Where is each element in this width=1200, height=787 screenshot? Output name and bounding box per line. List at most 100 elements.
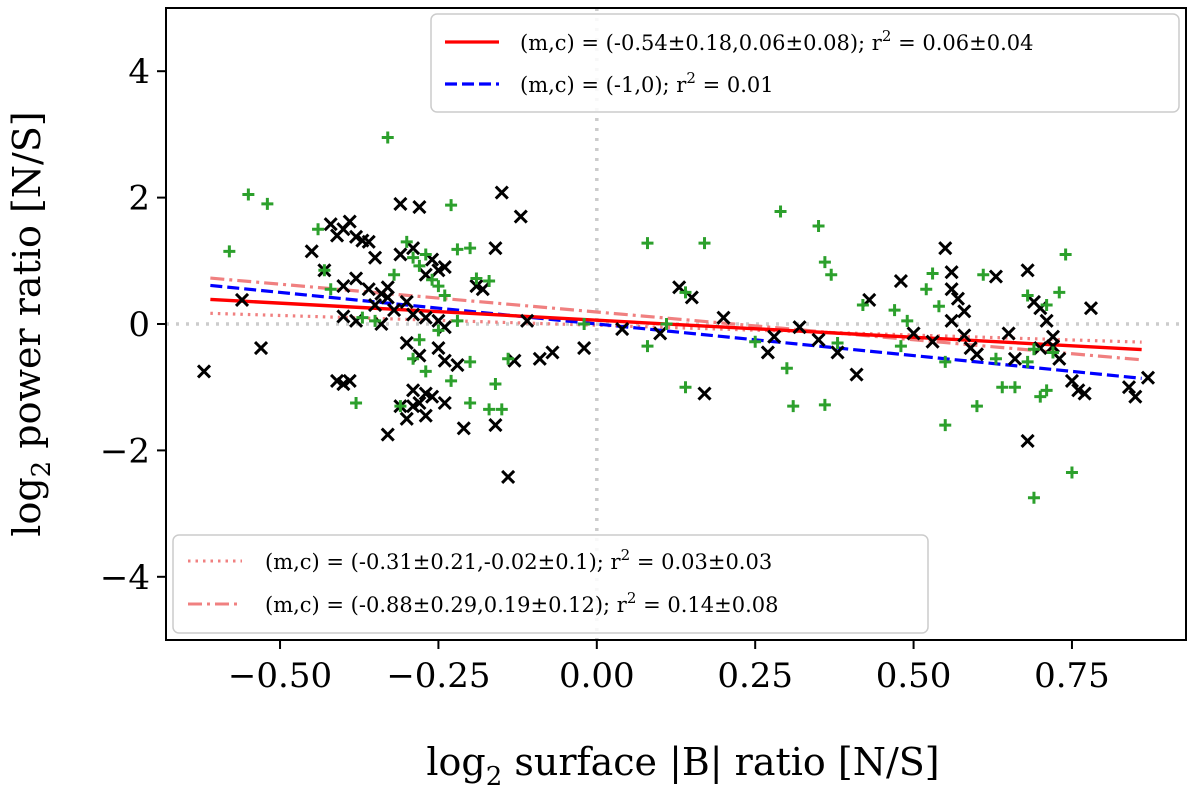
- black-x-point: [969, 347, 984, 362]
- green-plus-point: [578, 318, 591, 330]
- green-plus-point: [470, 272, 483, 285]
- green-plus-point: [1034, 390, 1047, 403]
- black-x-point: [577, 340, 592, 356]
- green-plus-point: [464, 355, 477, 368]
- x-axis-label: log2 surface |B| ratio [N/S]: [426, 740, 939, 787]
- black-x-point: [399, 294, 414, 309]
- green-plus-point: [825, 268, 838, 281]
- green-plus-point: [1040, 384, 1053, 397]
- fit-line-solid-red: [210, 297, 1142, 352]
- green-plus-point: [318, 264, 331, 277]
- black-x-point: [1128, 389, 1143, 404]
- black-x-point: [336, 279, 351, 294]
- black-x-point: [944, 282, 959, 297]
- black-x-point: [849, 367, 864, 382]
- green-plus-point: [641, 237, 654, 250]
- black-x-point: [1007, 351, 1023, 366]
- green-plus-point: [989, 352, 1002, 365]
- green-plus-point: [464, 242, 477, 255]
- black-x-point: [716, 310, 731, 325]
- green-plus-point: [901, 314, 914, 327]
- black-x-point: [323, 217, 338, 232]
- black-x-point: [431, 263, 446, 278]
- black-x-point: [760, 345, 775, 360]
- fit-line-dotted-salmon: [210, 311, 1142, 344]
- x-tick-label: 0.50: [876, 656, 952, 696]
- black-x-point: [431, 340, 446, 356]
- green-plus-point: [1008, 381, 1021, 394]
- green-plus-point: [388, 268, 401, 281]
- black-x-point: [615, 321, 630, 337]
- black-x-point: [418, 310, 433, 325]
- black-x-point: [380, 280, 395, 295]
- black-x-point: [406, 307, 421, 322]
- green-plus-point: [432, 280, 445, 293]
- black-x-point: [1140, 370, 1156, 385]
- green-plus-point: [818, 398, 831, 411]
- black-x-point: [425, 389, 440, 404]
- black-x-point: [906, 326, 921, 341]
- green-plus-point: [502, 352, 515, 365]
- green-plus-point: [831, 336, 844, 349]
- black-x-point: [393, 196, 408, 211]
- green-plus-point: [483, 275, 496, 288]
- black-x-point: [253, 340, 269, 356]
- green-plus-point: [939, 355, 952, 368]
- green-plus-point: [369, 314, 382, 327]
- green-plus-point: [445, 199, 458, 212]
- legend-dashdot-salmon-label: (m,c) = (-0.88±0.29,0.19±0.12); r2 = 0.1…: [265, 589, 778, 617]
- x-tick-label: 0.75: [1034, 656, 1110, 696]
- black-x-point: [950, 291, 965, 306]
- black-x-point: [513, 209, 528, 224]
- green-plus-point: [419, 248, 432, 261]
- green-plus-point: [1053, 286, 1066, 299]
- green-plus-point: [261, 197, 274, 210]
- green-plus-point: [774, 205, 787, 218]
- black-x-point: [488, 241, 503, 256]
- black-x-point: [1039, 313, 1054, 328]
- black-x-point: [456, 421, 471, 436]
- black-x-point: [830, 345, 845, 360]
- black-x-point: [342, 373, 357, 388]
- x-tick-label: −0.50: [228, 656, 332, 696]
- green-plus-point: [324, 283, 337, 296]
- black-x-point: [329, 228, 345, 243]
- black-x-point: [368, 250, 383, 265]
- black-x-point: [196, 364, 212, 379]
- black-x-point: [450, 358, 465, 373]
- green-plus-point: [356, 311, 369, 324]
- black-x-point: [361, 282, 376, 297]
- green-plus-point: [856, 299, 869, 312]
- black-x-point: [406, 399, 421, 414]
- green-plus-point: [939, 419, 952, 432]
- black-x-point: [988, 269, 1004, 284]
- black-x-point: [437, 395, 452, 411]
- green-plus-point: [996, 381, 1009, 394]
- legend-solid-red-label: (m,c) = (-0.54±0.18,0.06±0.08); r2 = 0.0…: [520, 27, 1033, 55]
- black-x-point: [349, 271, 364, 286]
- y-tick-label: −4: [100, 558, 150, 598]
- black-x-point: [957, 328, 972, 343]
- green-plus-point: [394, 400, 407, 413]
- green-plus-point: [818, 256, 831, 269]
- green-plus-point: [1059, 248, 1072, 261]
- black-x-point: [811, 332, 826, 347]
- black-x-point: [1033, 340, 1048, 356]
- black-x-point: [507, 353, 522, 368]
- green-plus-point: [400, 235, 413, 248]
- black-x-point: [938, 241, 953, 256]
- black-x-point: [393, 247, 408, 262]
- legend-lower: (m,c) = (-0.31±0.21,-0.02±0.1); r2 = 0.0…: [172, 534, 929, 634]
- black-x-point: [893, 273, 908, 289]
- green-plus-point: [926, 267, 939, 280]
- fit-line-dashed-blue: [210, 283, 1142, 380]
- black-x-point: [469, 279, 484, 294]
- legend-upper: (m,c) = (-0.54±0.18,0.06±0.08); r2 = 0.0…: [430, 13, 1180, 113]
- black-x-point: [1020, 433, 1035, 448]
- black-x-point: [399, 335, 414, 351]
- x-tick-label: 0.00: [559, 656, 635, 696]
- green-plus-point: [413, 259, 426, 272]
- legend-dotted-salmon-label: (m,c) = (-0.31±0.21,-0.02±0.1); r2 = 0.0…: [265, 546, 772, 574]
- black-x-point: [406, 383, 421, 398]
- black-x-point: [349, 229, 364, 244]
